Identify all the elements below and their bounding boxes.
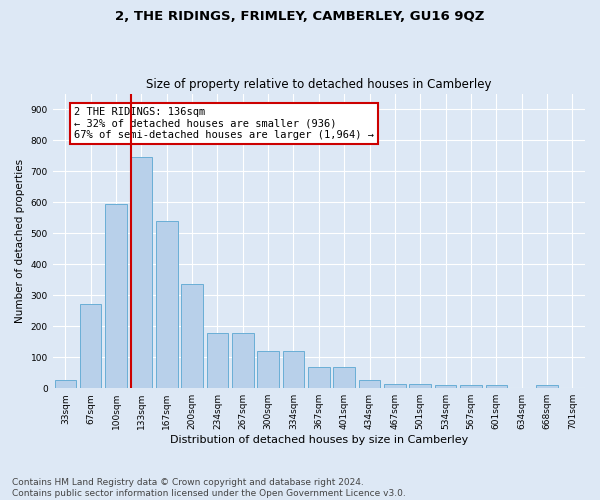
Text: 2 THE RIDINGS: 136sqm
← 32% of detached houses are smaller (936)
67% of semi-det: 2 THE RIDINGS: 136sqm ← 32% of detached …	[74, 107, 374, 140]
Bar	[80, 304, 101, 388]
Bar	[384, 384, 406, 388]
Title: Size of property relative to detached houses in Camberley: Size of property relative to detached ho…	[146, 78, 491, 91]
Bar	[232, 333, 254, 388]
Bar	[485, 385, 507, 388]
Y-axis label: Number of detached properties: Number of detached properties	[15, 159, 25, 323]
Bar	[334, 367, 355, 388]
Text: Contains HM Land Registry data © Crown copyright and database right 2024.
Contai: Contains HM Land Registry data © Crown c…	[12, 478, 406, 498]
Bar	[156, 222, 178, 388]
Bar	[131, 157, 152, 388]
Bar	[283, 351, 304, 388]
Bar	[55, 380, 76, 388]
Bar	[409, 384, 431, 388]
Bar	[206, 333, 228, 388]
Bar	[308, 367, 329, 388]
Bar	[257, 351, 279, 388]
Bar	[536, 385, 558, 388]
Bar	[105, 204, 127, 388]
Bar	[181, 284, 203, 388]
Text: 2, THE RIDINGS, FRIMLEY, CAMBERLEY, GU16 9QZ: 2, THE RIDINGS, FRIMLEY, CAMBERLEY, GU16…	[115, 10, 485, 23]
X-axis label: Distribution of detached houses by size in Camberley: Distribution of detached houses by size …	[170, 435, 468, 445]
Bar	[359, 380, 380, 388]
Bar	[435, 385, 457, 388]
Bar	[460, 385, 482, 388]
